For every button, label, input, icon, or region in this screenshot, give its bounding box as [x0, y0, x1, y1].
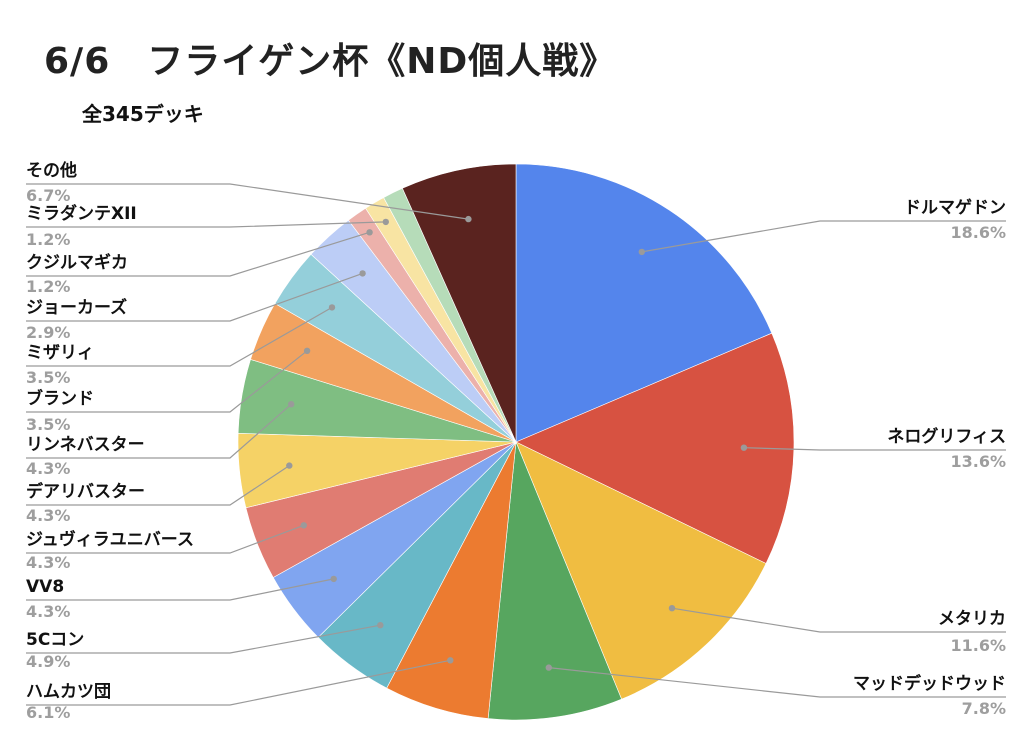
- leader-line: [743, 447, 1006, 451]
- slice-percent: 2.9%: [26, 323, 70, 342]
- leader-line: [26, 183, 469, 220]
- slice-label: ジュヴィラユニバース: [26, 529, 194, 550]
- leader-line: [26, 350, 308, 413]
- slice-percent: 4.3%: [26, 553, 70, 572]
- slice-percent: 6.7%: [26, 186, 70, 205]
- slice-label: ハムカツ団: [26, 682, 111, 702]
- slice-percent: 3.5%: [26, 368, 70, 387]
- slice-label: 5Cコン: [26, 630, 84, 650]
- slice-percent: 4.3%: [26, 506, 70, 525]
- leader-dot: [740, 444, 748, 451]
- slice-label: ドルマゲドン: [904, 197, 1006, 218]
- slice-labels: ドルマゲドン 18.6% ネログリフィス 13.6% メタリカ 11.6% マッドデッドウッ…: [26, 160, 1006, 722]
- slice-percent: 1.2%: [26, 277, 70, 296]
- leader-dot: [366, 229, 373, 236]
- leader-dot: [359, 270, 366, 277]
- leader-line: [26, 231, 370, 277]
- leader-line: [26, 272, 363, 322]
- slice-percent: 7.8%: [962, 699, 1006, 718]
- slice-label: クジルマギカ: [26, 253, 128, 273]
- leader-dot: [300, 522, 307, 529]
- leader-dot: [303, 347, 311, 354]
- slice-label: ジョーカーズ: [26, 297, 127, 318]
- leader-line: [641, 220, 1006, 253]
- leader-dot: [668, 605, 676, 612]
- leader-dot: [545, 664, 552, 671]
- slice-percent: 4.9%: [26, 652, 70, 671]
- slice-percent: 6.1%: [26, 703, 70, 722]
- leader-dot: [288, 401, 295, 408]
- slice-label: マッドデッドウッド: [853, 673, 1006, 694]
- leader-dot: [382, 218, 389, 226]
- slice-percent: 18.6%: [950, 223, 1006, 242]
- slice-percent: 3.5%: [26, 415, 70, 434]
- slice-label: VV8: [26, 577, 64, 597]
- leader-line: [26, 306, 333, 367]
- slice-label: ネログリフィス: [887, 426, 1006, 447]
- slice-percent: 13.6%: [950, 452, 1006, 471]
- slice-label: ミラダンテXII: [26, 203, 137, 224]
- slice-percent: 1.2%: [26, 230, 70, 249]
- leader-line: [26, 465, 290, 506]
- leader-dot: [447, 657, 454, 664]
- slice-label: リンネバスター: [26, 435, 145, 455]
- pie-slice: [515, 441, 767, 700]
- slice-label: メタリカ: [938, 609, 1006, 629]
- chart-title: 6/6 フライゲン杯《ND個人戦》: [44, 41, 617, 82]
- pie-slice: [515, 163, 773, 443]
- pie-slice: [402, 163, 517, 443]
- slice-percent: 4.3%: [26, 602, 70, 621]
- leader-dot: [330, 575, 337, 583]
- leader-dot: [377, 622, 384, 629]
- slice-label: ミザリィ: [26, 343, 94, 363]
- leader-line: [671, 607, 1006, 633]
- leader-line: [26, 524, 305, 554]
- pie-slices: [237, 163, 795, 721]
- leader-line: [26, 221, 386, 228]
- pie-slice: [487, 441, 622, 721]
- slice-percent: 11.6%: [950, 636, 1006, 655]
- slice-percent: 4.3%: [26, 459, 70, 478]
- leader-line: [26, 403, 292, 459]
- leader-dot: [328, 304, 336, 311]
- leader-dot: [465, 215, 472, 223]
- leader-line: [26, 624, 381, 654]
- slice-label: デアリバスター: [26, 481, 145, 502]
- leader-line: [548, 667, 1006, 698]
- slice-label: その他: [26, 160, 77, 181]
- label-leader-lines: [26, 183, 1006, 706]
- leader-dot: [286, 462, 293, 469]
- chart-subtitle: 全345デッキ: [82, 102, 204, 126]
- slice-label: ブランド: [26, 388, 94, 409]
- leader-line: [26, 659, 451, 706]
- leader-dot: [638, 248, 645, 256]
- leader-line: [26, 578, 334, 601]
